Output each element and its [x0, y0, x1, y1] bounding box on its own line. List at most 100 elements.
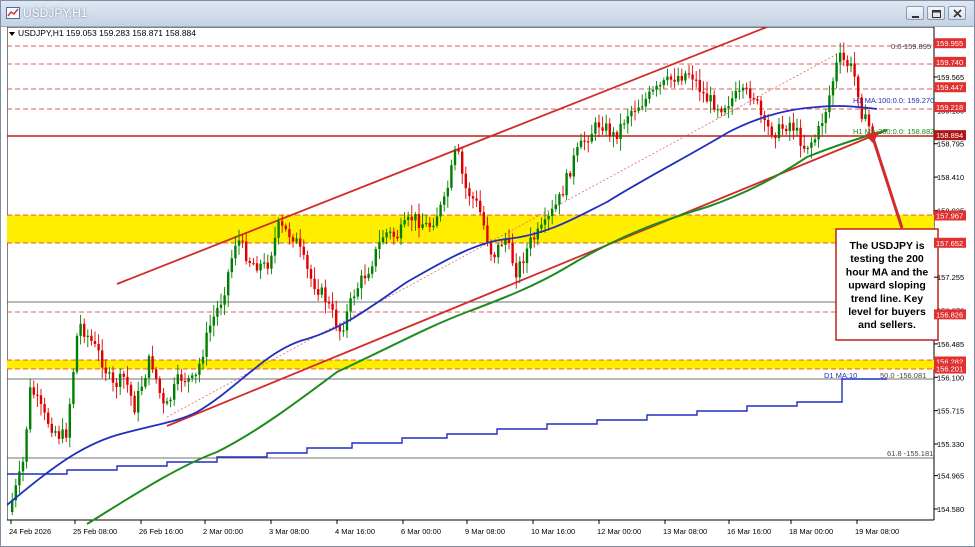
dropdown-triangle-icon[interactable] [9, 32, 15, 36]
candle [583, 131, 586, 151]
candle [194, 372, 197, 384]
candle [331, 292, 334, 318]
price-flag: 159.955 [934, 38, 966, 49]
price-flag: 157.967 [934, 210, 966, 221]
price-flag-label: 156.826 [936, 310, 963, 319]
candle [335, 300, 338, 332]
time-tick-label: 12 Mar 00:00 [597, 527, 641, 536]
candle [79, 314, 82, 345]
candle [475, 190, 478, 208]
candle [662, 77, 665, 89]
candle [846, 55, 849, 73]
candle [371, 260, 374, 279]
maximize-button[interactable] [927, 6, 945, 20]
price-tick-label: 156.485 [937, 340, 964, 349]
candle [720, 106, 723, 117]
time-axis-labels: 24 Feb 2026 25 Feb 08:00 26 Feb 16:00 2 Mar… [9, 520, 899, 536]
candle [795, 118, 799, 136]
candle [461, 146, 464, 184]
price-flag-label: 159.447 [936, 83, 963, 92]
candle [324, 279, 327, 314]
daily-ma-line [7, 378, 887, 475]
fib-diagonal [166, 52, 840, 418]
candle [115, 378, 118, 399]
candle [543, 207, 547, 233]
candle [227, 269, 230, 308]
price-flag-label: 157.967 [936, 211, 963, 220]
candle [673, 68, 676, 88]
candle [792, 112, 795, 140]
candle [263, 253, 266, 269]
h1-ma100-line [7, 105, 878, 506]
candle [630, 105, 633, 127]
candle [169, 396, 172, 408]
candle [821, 113, 824, 136]
price-flag-label: 159.740 [936, 58, 963, 67]
candle [839, 42, 842, 74]
candle [90, 329, 93, 346]
price-tick-label: 157.255 [937, 273, 964, 282]
candle [716, 104, 719, 119]
candle [43, 397, 46, 421]
close-button[interactable] [948, 6, 966, 20]
candle [187, 375, 190, 393]
candle [255, 256, 259, 273]
price-flag-label: 159.955 [936, 39, 963, 48]
candle [572, 147, 575, 185]
close-icon [953, 9, 962, 18]
price-flag: 156.282 [934, 356, 966, 367]
candle [309, 264, 313, 288]
price-flag-label: 156.201 [936, 365, 963, 374]
candle [633, 100, 637, 121]
channel-upper-line [116, 27, 768, 285]
price-tick-label: 154.965 [937, 472, 964, 481]
candle [615, 130, 619, 145]
candle [93, 331, 97, 348]
price-tick-label: 156.100 [937, 373, 964, 382]
candle [399, 217, 403, 245]
fib0-label: 0.0-159.895 [891, 42, 931, 51]
symbol-header: USDJPY,H1 159.053 159.283 158.871 158.88… [9, 28, 196, 38]
candle [349, 292, 352, 322]
candle [554, 194, 557, 213]
candle [367, 267, 370, 282]
candle [111, 366, 115, 392]
candle [428, 217, 431, 232]
price-flag: 156.201 [934, 363, 966, 374]
annotation-box [835, 228, 939, 341]
candle [831, 77, 835, 106]
candle [547, 211, 550, 231]
candle [176, 364, 179, 391]
candle [680, 68, 683, 85]
candle [623, 119, 626, 130]
candle [158, 376, 161, 399]
minimize-button[interactable] [906, 6, 924, 20]
price-flags: 159.955 159.740 159.447 159.218 158.894 157.9… [934, 38, 966, 374]
candle [479, 190, 482, 216]
candle [486, 216, 489, 247]
candle [313, 267, 316, 295]
candle [558, 191, 561, 215]
candle [299, 229, 302, 258]
candle [515, 253, 518, 289]
candle [259, 259, 262, 280]
candle [104, 359, 107, 382]
price-chart[interactable]: USDJPY,H1 159.053 159.283 158.871 158.88… [7, 27, 970, 545]
price-tick-label: 158.795 [937, 140, 964, 149]
candle [392, 227, 395, 245]
candle [713, 90, 716, 113]
candle [828, 85, 831, 119]
time-tick-label: 3 Mar 08:00 [269, 527, 309, 536]
candle [749, 80, 752, 106]
time-tick-label: 4 Mar 16:00 [335, 527, 375, 536]
candle [867, 109, 871, 138]
candle [356, 282, 359, 300]
candle [248, 257, 251, 268]
price-flag: 159.218 [934, 102, 966, 113]
candle [561, 185, 565, 198]
price-flag-label: 159.218 [936, 103, 963, 112]
candle [86, 329, 89, 348]
candle [212, 305, 215, 337]
candle [590, 124, 593, 144]
candle [183, 372, 187, 387]
